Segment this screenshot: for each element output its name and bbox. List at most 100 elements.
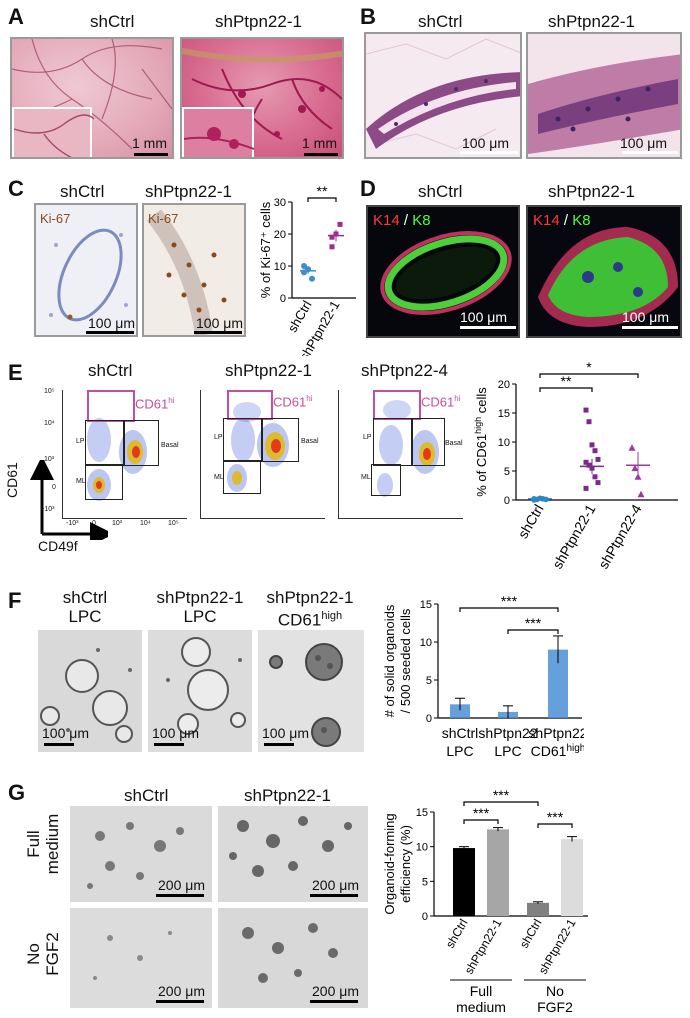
gate-cd61hi-shctrl <box>87 390 135 422</box>
panel-B-left-label: shCtrl <box>418 12 463 31</box>
panel-F-label-2-line1: shPtpn22-1 <box>156 588 244 607</box>
chart-e-point-2-0 <box>628 444 636 451</box>
panel-A-right-label: shPtpn22-1 <box>215 12 302 31</box>
chart-e-point-1-1 <box>586 419 592 425</box>
chart-e-sig-2-bracket <box>539 373 639 378</box>
chart-e-ylabel: % of CD61high cells <box>473 387 489 497</box>
gate-cd61hi-shptpn22-4 <box>373 390 421 420</box>
organoid-image-shctrl-lpc: 100 μm <box>38 630 142 752</box>
chart-f-ytick-label-1: 5 <box>426 675 432 687</box>
chart-f-sig-2-bracket <box>507 629 559 634</box>
chart-f-xlabel-2-line1: shPtpn22 <box>528 725 584 741</box>
chart-f-sig-2-label: *** <box>525 615 542 631</box>
chart-g-ytick-label-0: 0 <box>422 911 428 923</box>
scale-label-c-left: 100 μm <box>88 315 135 331</box>
facs-cloud-shptpn22-1 <box>227 402 289 492</box>
cd61hi-sup-1: hi <box>168 396 175 405</box>
organoid-image-shptpn22-lpc: 100 μm <box>148 630 252 752</box>
chart-g-sig-1-label: *** <box>473 805 490 821</box>
chart-e-xlabel-2: shPtpn22-4 <box>595 501 645 571</box>
panel-E-label-shptpn22-4: shPtpn22-4 <box>361 361 448 380</box>
scale-label-g-3: 200 μm <box>158 983 205 999</box>
chart-g-ylabel-2: efficiency (%) <box>398 825 413 903</box>
scale-bar-c-left <box>86 331 134 334</box>
chart-g-bar-1 <box>487 829 509 916</box>
k14-label-left: K14 <box>373 212 400 229</box>
panel-B-right-label: shPtpn22-1 <box>548 12 635 31</box>
facs-cloud-shctrl <box>87 418 147 501</box>
chart-f-sig-1-label: *** <box>501 594 518 609</box>
lp-label-2: LP <box>214 434 223 441</box>
panel-D-left-label: shCtrl <box>418 182 463 201</box>
he-image-shctrl: 100 μm <box>364 32 522 159</box>
scale-label-a-left: 1 mm <box>132 135 167 151</box>
facs-ytick-2: 10⁴ <box>44 420 55 427</box>
gate-ml-shctrl <box>85 464 123 500</box>
gate-lp-shctrl <box>85 420 125 466</box>
organoids-shptpn22-lpc <box>166 637 246 735</box>
chart-c-ytick-label-3: 30 <box>274 197 286 209</box>
chart-g-bar-2 <box>527 902 549 916</box>
k8-label-left: K8 <box>412 212 431 229</box>
facs-ytick-1: 10⁵ <box>44 388 55 395</box>
ml-label-3: ML <box>361 474 371 481</box>
ihc-duct-shptpn22 <box>146 209 227 335</box>
g-image-nofgf2-shctrl: 200 μm <box>70 908 212 1008</box>
chart-g-sig-3-label: *** <box>547 809 564 825</box>
panel-D-right-label: shPtpn22-1 <box>548 182 635 201</box>
panel-G-row-label-2-line1: No <box>24 943 43 965</box>
scale-label-g-1: 200 μm <box>158 877 205 893</box>
facs-plot-shptpn22-4: CD61hi LP ML Basal <box>338 390 463 519</box>
chart-e-sig-1-label: ** <box>561 373 572 389</box>
chart-c-sig-label: ** <box>317 183 328 199</box>
chart-c-point-1-2 <box>337 221 343 227</box>
panel-F-label-1-line1: shCtrl <box>62 588 108 607</box>
cd61hi-label-1: CD61hi <box>135 396 174 411</box>
panel-F-label-3-line1: shPtpn22-1 <box>266 588 354 607</box>
scale-label-d-right: 100 μm <box>622 309 669 325</box>
chart-e-point-2-3 <box>637 490 645 498</box>
inset-shptpn22 <box>182 107 255 157</box>
panel-G-row-label-2-line2: FGF2 <box>43 932 62 976</box>
scale-bar-a-right <box>304 153 338 156</box>
panel-F-label-1: shCtrl LPC <box>40 588 130 626</box>
chart-c-ytick-label-2: 20 <box>274 229 286 241</box>
chart-c-point-1-0 <box>329 244 335 250</box>
panel-E-label-shctrl: shCtrl <box>88 361 133 380</box>
chart-g-bar-0 <box>453 848 475 916</box>
g-image-full-shctrl: 200 μm <box>70 806 212 902</box>
chart-e-point-1-5 <box>583 459 589 465</box>
panel-G-row-label-1-line1: Full <box>24 830 43 858</box>
cd61hi-text-3: CD61 <box>421 394 455 410</box>
gate-basal-shptpn22-1 <box>261 418 299 462</box>
chart-f-bar-2 <box>548 649 568 718</box>
if-label-right: K14 / K8 <box>533 212 591 229</box>
chart-f-xlabel-2-line2: CD61high <box>531 743 584 759</box>
chart-g-bar-3 <box>561 839 583 916</box>
facs-cloud-shptpn22-4 <box>377 400 439 497</box>
chart-e-sig-1-bracket <box>539 387 593 392</box>
panel-E-letter: E <box>8 360 23 385</box>
cd61hi-text-2: CD61 <box>273 394 307 410</box>
chart-g-sig-3-bracket <box>537 823 573 828</box>
scale-bar-d-left <box>460 326 516 329</box>
scale-label-d-left: 100 μm <box>460 309 507 325</box>
panel-G-row-label-1-line2: medium <box>43 813 62 875</box>
chart-g-xlabel-2: shCtrl <box>517 917 545 951</box>
scale-label-f-1: 100 μm <box>42 725 89 741</box>
scale-bar-f-2 <box>154 743 184 746</box>
chart-c-ylabel: % of Ki-67⁺ cells <box>258 201 273 298</box>
chart-e-ytick-label-4: 20 <box>498 379 510 391</box>
chart-e-ylabel-sup: high <box>473 417 483 434</box>
scale-bar-a-left <box>134 153 168 156</box>
chart-e-xlabel-1: shPtpn22-1 <box>549 501 599 571</box>
panel-F-label-3: shPtpn22-1 CD61high <box>258 588 362 630</box>
chart-e-sig-2-label: * <box>586 362 592 375</box>
chart-f-ylabel-2: / 500 seeded cells <box>398 608 413 713</box>
panel-A-left-label: shCtrl <box>90 12 135 31</box>
panel-B-letter: B <box>360 4 376 29</box>
panel-G-row-label-1: Full medium <box>24 800 62 888</box>
chart-c-sig-bracket <box>307 197 337 202</box>
chart-f-ytick-label-0: 0 <box>426 713 432 725</box>
k14-label-right: K14 <box>533 212 560 229</box>
